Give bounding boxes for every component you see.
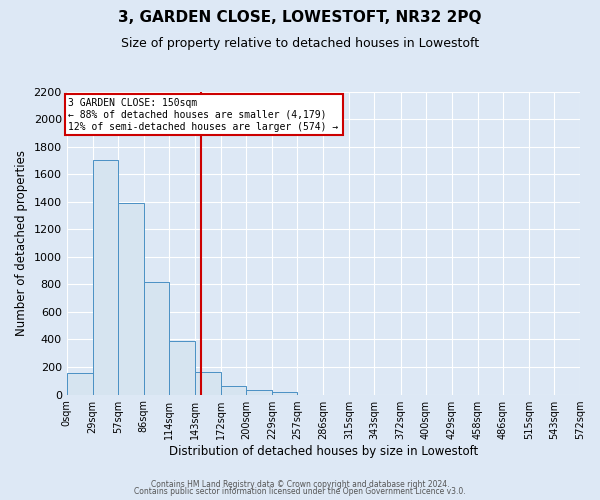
Bar (272, 392, 298, 394)
Y-axis label: Number of detached properties: Number of detached properties (15, 150, 28, 336)
Bar (67, 372, 92, 394)
X-axis label: Distribution of detached houses by size in Lowestoft: Distribution of detached houses by size … (169, 444, 478, 458)
Bar (246, 390, 272, 394)
Bar (92, 160, 118, 394)
Text: Size of property relative to detached houses in Lowestoft: Size of property relative to detached ho… (121, 38, 479, 51)
Text: 3, GARDEN CLOSE, LOWESTOFT, NR32 2PQ: 3, GARDEN CLOSE, LOWESTOFT, NR32 2PQ (118, 10, 482, 25)
Bar (169, 341, 195, 394)
Bar (221, 386, 246, 394)
Text: Contains public sector information licensed under the Open Government Licence v3: Contains public sector information licen… (134, 488, 466, 496)
Bar (144, 282, 169, 395)
Bar (195, 372, 221, 394)
Text: 3 GARDEN CLOSE: 150sqm
← 88% of detached houses are smaller (4,179)
12% of semi-: 3 GARDEN CLOSE: 150sqm ← 88% of detached… (68, 98, 339, 132)
Text: Contains HM Land Registry data © Crown copyright and database right 2024.: Contains HM Land Registry data © Crown c… (151, 480, 449, 489)
Bar (118, 203, 144, 394)
